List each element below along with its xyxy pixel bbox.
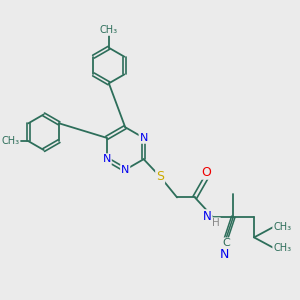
Text: CH₃: CH₃	[273, 222, 291, 232]
Text: CH₃: CH₃	[273, 243, 291, 253]
Text: O: O	[202, 166, 212, 179]
Text: N: N	[121, 165, 129, 175]
Text: N: N	[220, 248, 229, 261]
Text: N: N	[203, 210, 212, 223]
Text: CH₃: CH₃	[100, 25, 118, 35]
Text: S: S	[156, 170, 164, 183]
Text: N: N	[103, 154, 111, 164]
Text: N: N	[140, 133, 148, 143]
Text: CH₃: CH₃	[2, 136, 20, 146]
Text: H: H	[212, 218, 220, 228]
Text: C: C	[222, 238, 230, 248]
